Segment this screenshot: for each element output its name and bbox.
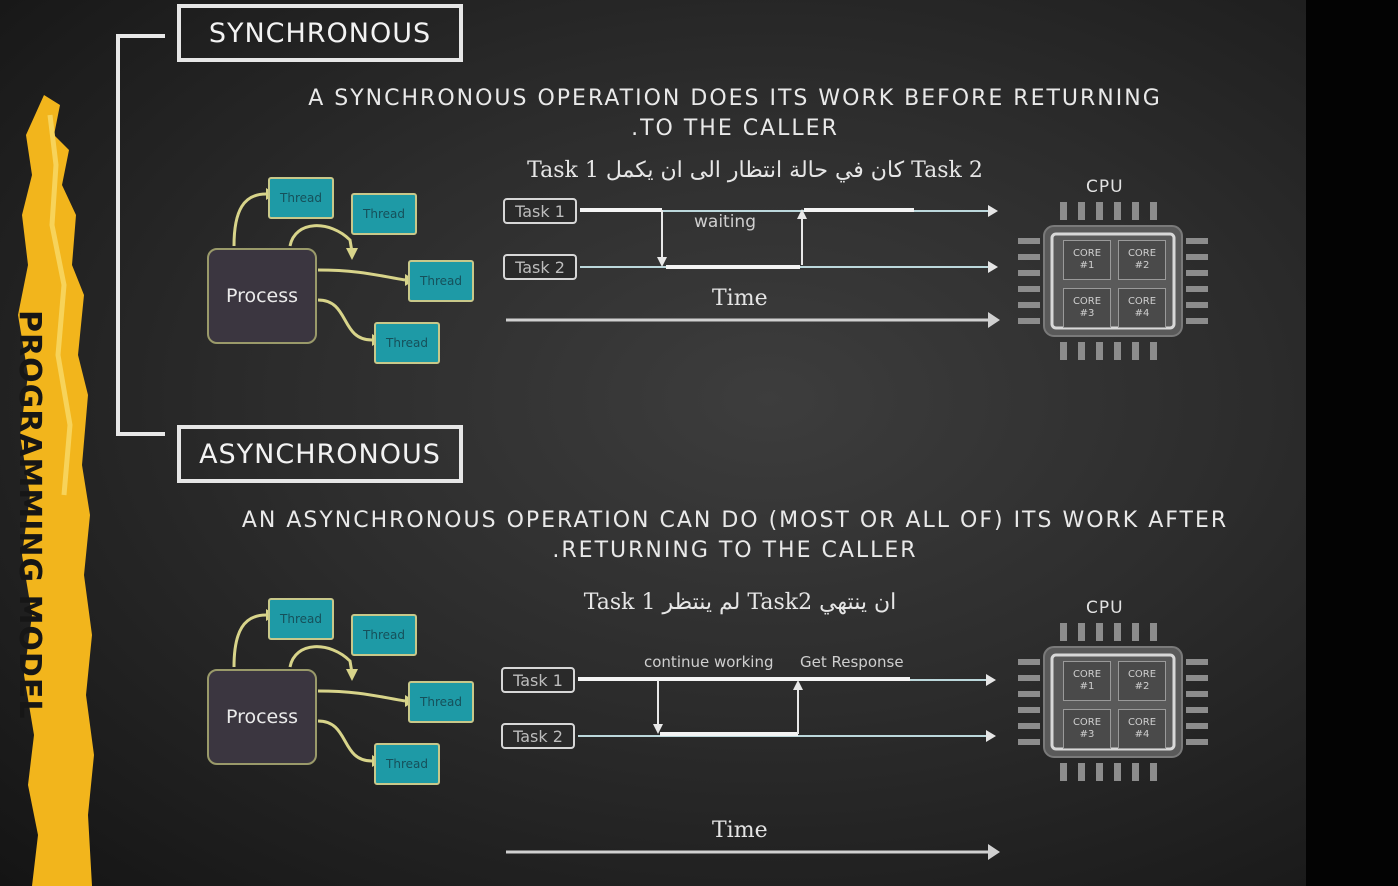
brush-stripe (18, 95, 94, 886)
sync-core-3: CORE #3 (1063, 288, 1111, 328)
sync-thread-1: Thread (268, 177, 334, 219)
async-thread-1: Thread (268, 598, 334, 640)
async-process-label: Process (225, 706, 299, 728)
async-core-1: CORE #1 (1063, 661, 1111, 701)
section-bracket (116, 34, 165, 436)
thread-label: Thread (386, 757, 428, 771)
async-core-4: CORE #4 (1118, 709, 1166, 749)
sync-process-label: Process (225, 285, 299, 307)
async-thread-3: Thread (408, 681, 474, 723)
sync-arabic-note: Task 1 كان في حالة انتظار الى ان يكمل Ta… (527, 158, 983, 183)
sync-process-box: Process (207, 248, 317, 344)
sync-core-2: CORE #2 (1118, 240, 1166, 280)
async-task1-label: Task 1 (501, 667, 575, 693)
sync-timeline (506, 205, 1000, 328)
async-cpu-label: CPU (1086, 598, 1124, 618)
sync-heading: SYNCHRONOUS (177, 4, 463, 62)
sync-description-line2: .TO THE CALLER (631, 116, 839, 141)
thread-label: Thread (363, 628, 405, 642)
sync-task1-label: Task 1 (503, 198, 577, 224)
sync-task2-label: Task 2 (503, 254, 577, 280)
thread-label: Thread (280, 191, 322, 205)
async-arabic-note: Task 1 لم ينتظر Task2 ان ينتهي (583, 590, 897, 615)
sync-thread-3: Thread (408, 260, 474, 302)
sync-core-1: CORE #1 (1063, 240, 1111, 280)
thread-label: Thread (363, 207, 405, 221)
async-thread-2: Thread (351, 614, 417, 656)
sync-thread-2: Thread (351, 193, 417, 235)
async-heading: ASYNCHRONOUS (177, 425, 463, 483)
async-response-label: Get Response (800, 653, 904, 671)
async-process-box: Process (207, 669, 317, 765)
async-timeline (506, 674, 1000, 860)
async-core-3: CORE #3 (1063, 709, 1111, 749)
async-continue-label: continue working (644, 653, 774, 671)
sync-thread-4: Thread (374, 322, 440, 364)
async-task2-label: Task 2 (501, 723, 575, 749)
thread-label: Thread (386, 336, 428, 350)
right-border (1306, 0, 1398, 886)
sync-description-line1: A SYNCHRONOUS OPERATION DOES ITS WORK BE… (308, 86, 1162, 111)
sync-time-label: Time (712, 286, 768, 311)
async-description-line2: .RETURNING TO THE CALLER (552, 538, 918, 563)
thread-label: Thread (280, 612, 322, 626)
thread-label: Thread (420, 274, 462, 288)
sync-cpu-chip-icon (1018, 202, 1208, 360)
sync-waiting-label: waiting (694, 212, 756, 232)
async-cpu-chip-icon (1018, 623, 1208, 781)
sync-core-4: CORE #4 (1118, 288, 1166, 328)
async-description-line1: AN ASYNCHRONOUS OPERATION CAN DO (MOST O… (241, 508, 1229, 533)
side-title: PROGRAMMING MODEL (12, 310, 47, 720)
async-thread-4: Thread (374, 743, 440, 785)
async-core-2: CORE #2 (1118, 661, 1166, 701)
async-thread-connectors (232, 609, 415, 767)
sync-cpu-label: CPU (1086, 177, 1124, 197)
async-time-label: Time (712, 818, 768, 843)
thread-label: Thread (420, 695, 462, 709)
